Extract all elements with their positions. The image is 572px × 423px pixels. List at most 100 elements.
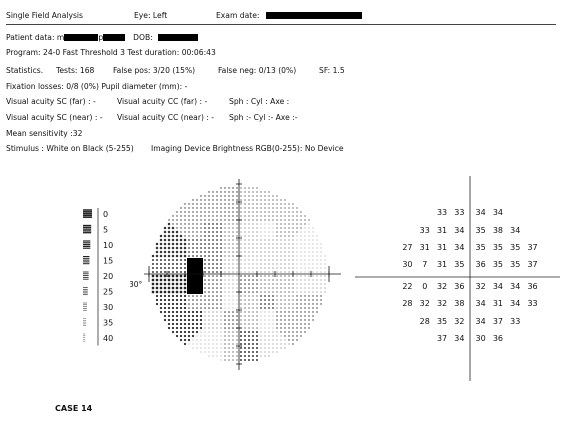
threshold-value: 27: [402, 242, 413, 252]
exam-date-caption: Exam date:: [216, 11, 260, 20]
patient-name-suffix: p: [98, 33, 104, 42]
threshold-value: 30: [402, 260, 413, 270]
threshold-value: 35: [510, 260, 521, 270]
threshold-value: 34: [475, 316, 486, 326]
threshold-value: 28: [402, 299, 413, 309]
threshold-value: 35: [492, 260, 504, 270]
threshold-value: 30: [475, 333, 486, 343]
threshold-value: 34: [454, 225, 465, 235]
threshold-value: 33: [510, 316, 521, 326]
legend-swatch-35: [83, 318, 87, 326]
acuity-sc-near: Visual acuity SC (near) : -: [6, 113, 103, 122]
threshold-value: 35: [475, 242, 486, 252]
legend-swatch-10: [83, 240, 91, 249]
legend-swatch-30: [83, 302, 87, 311]
legend-swatch-15: [83, 255, 90, 265]
threshold-value: 22: [402, 281, 413, 291]
dob-redaction: [158, 34, 199, 41]
threshold-value: 37: [527, 242, 538, 252]
threshold-value: 32: [436, 281, 448, 291]
legend-swatch-40: [83, 333, 86, 342]
threshold-grid-axes: [355, 176, 560, 381]
legend-label: 30: [103, 303, 113, 312]
threshold-value: 31: [492, 299, 504, 309]
threshold-value: 37: [527, 260, 538, 270]
legend-label: 25: [103, 288, 113, 297]
threshold-value: 34: [475, 299, 486, 309]
acuity-sc-far: Visual acuity SC (far) : -: [6, 97, 96, 106]
dob-label: DOB:: [133, 33, 153, 42]
threshold-value: 34: [492, 281, 504, 291]
threshold-value: 33: [454, 208, 465, 218]
threshold-value: 36: [492, 333, 504, 343]
degree-label: 30°: [130, 280, 143, 289]
threshold-value: 34: [492, 208, 504, 218]
stat-false-pos: False pos: 3/20 (15%): [113, 66, 196, 75]
threshold-value: 35: [454, 260, 465, 270]
patient-data-label: Patient data: m: [6, 33, 65, 42]
threshold-value: 37: [436, 333, 448, 343]
threshold-value: 34: [510, 225, 521, 235]
threshold-value: 31: [419, 242, 430, 252]
plot-axes: [144, 179, 341, 370]
threshold-value: 34: [475, 208, 486, 218]
threshold-value: 33: [419, 225, 430, 235]
threshold-value: 33: [527, 299, 538, 309]
legend-swatch-25: [83, 287, 88, 296]
eye-label: Eye: Left: [134, 11, 168, 20]
threshold-grid: 34 34 33 33 35 38 34 33 31 34 35 35 35 37 27 31 31 34 36 35…: [355, 176, 560, 382]
greyscale-dot-field: [151, 187, 326, 361]
threshold-value: 37: [492, 316, 504, 326]
header-divider: [6, 24, 556, 25]
stat-false-neg: False neg: 0/13 (0%): [218, 66, 297, 75]
statistics-label: Statistics.: [6, 66, 44, 75]
threshold-value: 35: [510, 242, 521, 252]
threshold-value: 38: [454, 299, 465, 309]
visual-field-greyscale-plot: 30°: [130, 179, 341, 370]
threshold-value: 35: [436, 316, 448, 326]
exam-date-label: Exam date:: [216, 11, 362, 21]
device-line: Imaging Device Brightness RGB(0-255): No…: [151, 144, 344, 153]
acuity-far-rx: Sph : Cyl : Axe :: [229, 97, 290, 106]
patient-name-redaction-2: [103, 34, 126, 41]
threshold-value: 31: [436, 225, 448, 235]
report-title: Single Field Analysis: [6, 11, 83, 20]
stat-tests: Tests: 168: [56, 66, 95, 75]
legend-label: 35: [103, 319, 113, 328]
threshold-value: 28: [419, 316, 430, 326]
patient-data-line: Patient data: m p DOB:: [6, 33, 199, 43]
stimulus-line: Stimulus : White on Black (5-255): [6, 144, 134, 153]
threshold-value: 32: [475, 281, 486, 291]
threshold-value: 36: [475, 260, 486, 270]
threshold-value: 35: [475, 225, 486, 235]
threshold-value: 36: [454, 281, 465, 291]
threshold-value: 0: [422, 281, 428, 291]
threshold-value: 32: [436, 299, 448, 309]
legend-swatch-5: [83, 224, 92, 234]
acuity-cc-far: Visual acuity CC (far) : -: [117, 97, 208, 106]
legend-swatch-0: [83, 209, 92, 218]
threshold-value: 34: [454, 333, 465, 343]
legend-swatch-20: [83, 271, 89, 280]
legend-label: 10: [103, 241, 113, 250]
greyscale-legend: 0 5 10 15 20 25 30 35 40: [83, 208, 113, 346]
threshold-value: 35: [492, 242, 504, 252]
threshold-value: 34: [510, 299, 521, 309]
threshold-value: 31: [436, 260, 448, 270]
fixation-line: Fixation losses: 0/8 (0%) Pupil diameter…: [6, 82, 188, 91]
threshold-value: 32: [454, 316, 465, 326]
acuity-near-rx: Sph :- Cyl :- Axe :-: [229, 113, 298, 122]
legend-label: 15: [103, 257, 113, 266]
patient-name-redaction: [64, 34, 99, 41]
legend-label: 20: [103, 272, 113, 281]
case-label: CASE 14: [55, 404, 93, 413]
threshold-value: 34: [454, 242, 465, 252]
legend-label: 0: [103, 210, 108, 219]
exam-date-redaction: [265, 12, 362, 19]
mean-sensitivity: Mean sensitivity :32: [6, 129, 83, 138]
threshold-value: 33: [436, 208, 448, 218]
threshold-value: 7: [422, 260, 428, 270]
threshold-value: 34: [510, 281, 521, 291]
program-line: Program: 24-0 Fast Threshold 3 Test dura…: [6, 48, 216, 57]
stat-sf: SF: 1.5: [319, 66, 345, 75]
